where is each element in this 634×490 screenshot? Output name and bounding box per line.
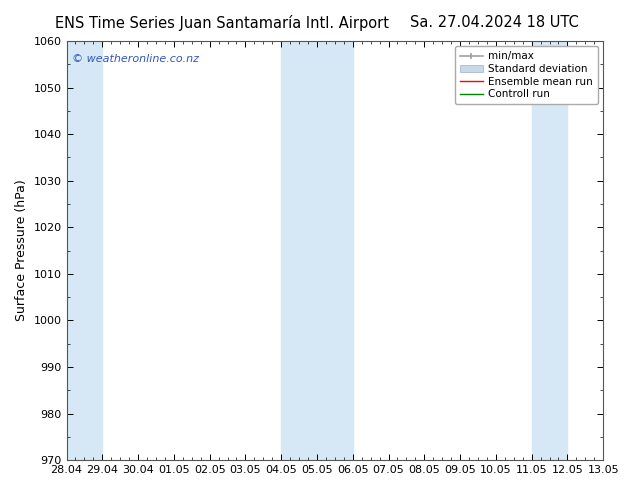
- Legend: min/max, Standard deviation, Ensemble mean run, Controll run: min/max, Standard deviation, Ensemble me…: [455, 46, 598, 104]
- Text: Sa. 27.04.2024 18 UTC: Sa. 27.04.2024 18 UTC: [410, 15, 579, 30]
- Text: ENS Time Series Juan Santamaría Intl. Airport: ENS Time Series Juan Santamaría Intl. Ai…: [55, 15, 389, 31]
- Bar: [281, 41, 353, 460]
- Y-axis label: Surface Pressure (hPa): Surface Pressure (hPa): [15, 180, 28, 321]
- Bar: [532, 41, 567, 460]
- Text: © weatheronline.co.nz: © weatheronline.co.nz: [72, 53, 199, 64]
- Bar: [67, 41, 102, 460]
